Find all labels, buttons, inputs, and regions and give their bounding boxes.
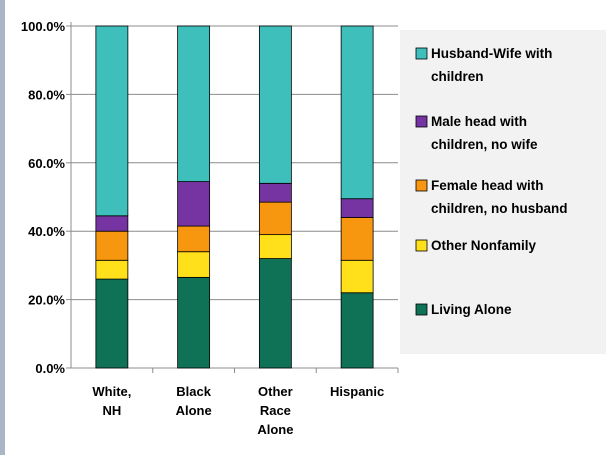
bar-segment — [177, 276, 211, 369]
bar-segment — [258, 25, 292, 184]
x-category-label: Hispanic — [330, 384, 384, 399]
legend-label-line: children, no wife — [431, 137, 538, 152]
x-category-label-line: Alone — [257, 422, 293, 437]
y-tick-label: 0.0% — [35, 361, 65, 376]
bar-segment — [258, 182, 292, 203]
bar-segment — [258, 201, 292, 236]
legend-label-line: children, no husband — [431, 201, 568, 216]
bar-segment — [340, 292, 374, 369]
legend-label: Living Alone — [431, 302, 512, 317]
bar-segment — [95, 278, 129, 369]
bar-segment — [340, 198, 374, 218]
bar-segment — [340, 259, 374, 294]
bar-segment — [95, 215, 129, 232]
bar-segment — [95, 259, 129, 280]
bar-segment — [95, 230, 129, 261]
bar-segment — [177, 25, 211, 183]
bar-segment — [258, 234, 292, 259]
y-tick-label: 60.0% — [28, 156, 65, 171]
x-category-label-line: Hispanic — [330, 384, 384, 399]
legend-swatch — [415, 239, 428, 252]
legend-panel — [400, 30, 606, 354]
bar-segment — [177, 181, 211, 227]
legend-label: Male head with children, no wife — [431, 114, 538, 152]
y-tick-label: 40.0% — [28, 224, 65, 239]
x-category-label-line: Other — [258, 384, 293, 399]
bar-segment — [177, 225, 211, 253]
x-category-label-line: Black — [176, 384, 211, 399]
y-tick-label: 80.0% — [28, 87, 65, 102]
legend-swatch — [415, 115, 428, 128]
bar-segment — [258, 258, 292, 369]
y-tick-label: 20.0% — [28, 293, 65, 308]
y-tick-label: 100.0% — [21, 19, 66, 34]
x-category-label: Other Race Alone — [257, 384, 293, 437]
legend-label-line: Other Nonfamily — [431, 238, 537, 253]
legend-swatch — [415, 179, 428, 192]
x-category-label: White, NH — [92, 384, 131, 418]
legend-swatch — [415, 47, 428, 60]
legend-label: Husband-Wife with children — [431, 46, 552, 84]
legend-label-line: Husband-Wife with — [431, 46, 552, 61]
legend-label: Other Nonfamily — [431, 238, 537, 253]
x-category-label-line: Alone — [176, 403, 212, 418]
x-category-label-line: Race — [260, 403, 291, 418]
bar-segment — [95, 25, 129, 217]
window-edge — [0, 0, 5, 455]
legend-label-line: Female head with — [431, 178, 544, 193]
x-category-label-line: White, — [92, 384, 131, 399]
legend-label-line: Male head with — [431, 114, 527, 129]
bar-segment — [340, 25, 374, 200]
x-category-label: Black Alone — [176, 384, 212, 418]
legend-label-line: Living Alone — [431, 302, 512, 317]
legend-label-line: children — [431, 69, 484, 84]
bar-segment — [340, 217, 374, 261]
x-category-label-line: NH — [102, 403, 121, 418]
bar-segment — [177, 251, 211, 278]
legend-label: Female head with children, no husband — [431, 178, 568, 216]
legend-swatch — [415, 303, 428, 316]
